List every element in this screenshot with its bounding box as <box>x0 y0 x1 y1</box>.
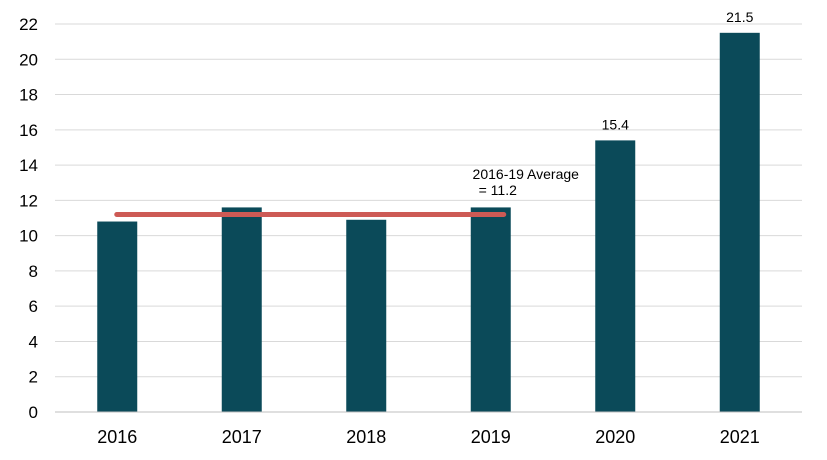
y-tick-label: 2 <box>29 368 38 387</box>
bar-2021 <box>719 32 760 413</box>
bar-2019 <box>470 207 511 412</box>
x-tick-label: 2018 <box>346 427 386 447</box>
y-tick-label: 20 <box>19 50 38 69</box>
y-tick-label: 14 <box>19 156 38 175</box>
gridlines <box>55 23 802 378</box>
x-tick-label: 2016 <box>97 427 137 447</box>
x-tick-label: 2021 <box>720 427 760 447</box>
y-tick-label: 6 <box>29 297 38 316</box>
y-tick-label: 22 <box>19 15 38 34</box>
bar-2016 <box>97 221 138 412</box>
bar-2017 <box>221 207 262 412</box>
average-annotation: 2016-19 Average = 11.2 <box>114 166 580 217</box>
x-axis-ticks: 2016 2017 2018 2019 2020 2021 <box>97 427 760 447</box>
bar-2018 <box>346 219 387 412</box>
data-label-2020: 15.4 <box>602 116 629 132</box>
y-tick-label: 0 <box>29 403 38 422</box>
data-labels: 15.4 21.5 <box>602 9 754 133</box>
y-axis-ticks: 0 2 4 6 8 10 12 14 16 18 20 22 <box>19 15 38 422</box>
y-tick-label: 16 <box>19 121 38 140</box>
x-tick-label: 2019 <box>471 427 511 447</box>
average-label-line1: 2016-19 Average <box>473 166 580 182</box>
y-tick-label: 10 <box>19 227 38 246</box>
y-tick-label: 18 <box>19 86 38 105</box>
x-tick-label: 2020 <box>595 427 635 447</box>
bars <box>97 32 760 413</box>
data-label-2021: 21.5 <box>726 9 753 25</box>
y-tick-label: 8 <box>29 262 38 281</box>
x-tick-label: 2017 <box>222 427 262 447</box>
average-label-line2: = 11.2 <box>479 182 517 198</box>
y-tick-label: 12 <box>19 191 38 210</box>
bar-2020 <box>595 140 636 412</box>
y-tick-label: 4 <box>29 332 38 351</box>
